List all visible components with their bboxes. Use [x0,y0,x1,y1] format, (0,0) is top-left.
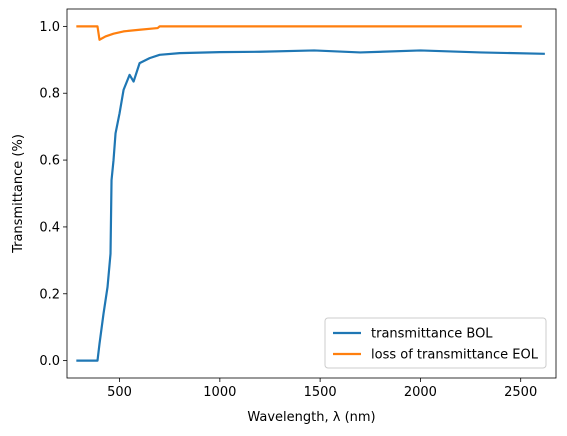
x-axis-ticks: 500 1000 1500 2000 2500 [107,378,537,400]
y-tick-label: 0.4 [39,220,60,235]
series-line-1 [76,25,522,41]
y-tick-label: 0.8 [39,87,60,102]
legend-box [324,317,547,369]
y-tick-label: 0.6 [39,154,60,169]
x-tick-label: 500 [107,385,132,400]
y-axis-label: Transmittance (%) [11,134,26,254]
x-tick-label: 1500 [304,385,337,400]
legend-entry-label: transmittance BOL [371,327,493,342]
legend-entry-label: loss of transmittance EOL [371,348,539,363]
legend: transmittance BOL loss of transmittance E… [324,317,547,369]
axes-frame [66,8,557,379]
series-line-0 [76,49,545,362]
x-axis-label: Wavelength, λ (nm) [247,410,375,425]
plot-area [66,8,557,379]
series-layer [76,25,545,362]
y-tick-label: 0.2 [39,287,60,302]
x-tick-label: 1000 [203,385,236,400]
x-tick-label: 2000 [404,385,437,400]
y-tick-label: 1.0 [39,20,60,35]
x-tick-label: 2500 [504,385,537,400]
y-axis-ticks: 0.0 0.2 0.4 0.6 0.8 1.0 [39,20,67,369]
y-tick-label: 0.0 [39,354,60,369]
